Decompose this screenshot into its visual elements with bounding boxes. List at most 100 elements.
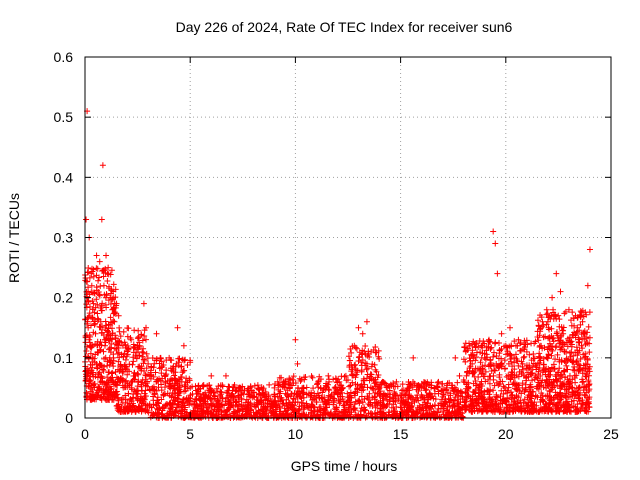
roti-point bbox=[167, 408, 174, 415]
roti-point bbox=[485, 338, 492, 345]
roti-point bbox=[96, 369, 103, 376]
roti-point bbox=[99, 162, 106, 169]
roti-point bbox=[363, 318, 370, 325]
roti-point bbox=[366, 373, 373, 380]
roti-point bbox=[115, 312, 122, 319]
roti-point bbox=[207, 410, 214, 417]
roti-point bbox=[104, 270, 111, 277]
roti-point bbox=[86, 303, 93, 310]
roti-point bbox=[466, 340, 473, 347]
roti-point bbox=[351, 342, 358, 349]
roti-point bbox=[100, 282, 107, 289]
roti-point bbox=[355, 358, 362, 365]
roti-point bbox=[521, 396, 528, 403]
roti-point bbox=[552, 373, 559, 380]
roti-point bbox=[102, 324, 109, 331]
roti-point bbox=[436, 414, 443, 421]
roti-point bbox=[573, 357, 580, 364]
roti-point bbox=[561, 348, 568, 355]
x-axis-ticks: 0 5 10 15 20 25 bbox=[81, 57, 619, 442]
roti-point bbox=[88, 367, 95, 374]
roti-point bbox=[507, 324, 514, 331]
roti-point bbox=[336, 400, 343, 407]
roti-point bbox=[527, 399, 534, 406]
roti-point bbox=[296, 388, 303, 395]
roti-point bbox=[359, 399, 366, 406]
roti-point bbox=[201, 400, 208, 407]
roti-point bbox=[577, 356, 584, 363]
roti-point bbox=[509, 369, 516, 376]
roti-point bbox=[535, 337, 542, 344]
roti-point bbox=[204, 395, 211, 402]
y-axis-label: ROTI / TECUs bbox=[6, 193, 22, 283]
roti-point bbox=[247, 400, 254, 407]
roti-point bbox=[326, 387, 333, 394]
roti-point bbox=[372, 404, 379, 411]
roti-point bbox=[547, 387, 554, 394]
roti-point bbox=[482, 368, 489, 375]
roti-point bbox=[555, 312, 562, 319]
roti-point bbox=[131, 370, 138, 377]
roti-point bbox=[534, 360, 541, 367]
roti-point bbox=[391, 390, 398, 397]
roti-point bbox=[103, 393, 110, 400]
roti-point bbox=[345, 353, 352, 360]
roti-point bbox=[110, 281, 117, 288]
roti-point bbox=[139, 337, 146, 344]
roti-point bbox=[96, 258, 103, 265]
roti-point bbox=[509, 408, 516, 415]
roti-point bbox=[294, 393, 301, 400]
roti-point bbox=[521, 341, 528, 348]
roti-point bbox=[177, 410, 184, 417]
roti-point bbox=[486, 391, 493, 398]
roti-point bbox=[91, 380, 98, 387]
roti-point bbox=[155, 384, 162, 391]
roti-point bbox=[122, 399, 129, 406]
roti-point bbox=[92, 340, 99, 347]
roti-point bbox=[317, 403, 324, 410]
roti-point bbox=[468, 398, 475, 405]
roti-point bbox=[573, 408, 580, 415]
roti-point bbox=[480, 373, 487, 380]
roti-point bbox=[132, 352, 139, 359]
roti-point bbox=[136, 339, 143, 346]
roti-point bbox=[323, 404, 330, 411]
roti-point bbox=[485, 336, 492, 343]
roti-point bbox=[334, 390, 341, 397]
roti-point bbox=[108, 267, 115, 274]
roti-point bbox=[285, 393, 292, 400]
roti-point bbox=[544, 310, 551, 317]
roti-point bbox=[180, 367, 187, 374]
roti-point bbox=[215, 397, 222, 404]
roti-point bbox=[381, 390, 388, 397]
roti-point bbox=[237, 384, 244, 391]
roti-point bbox=[548, 333, 555, 340]
roti-point bbox=[227, 414, 234, 421]
roti-point bbox=[464, 369, 471, 376]
roti-point bbox=[353, 413, 360, 420]
roti-point bbox=[547, 367, 554, 374]
roti-point bbox=[153, 414, 160, 421]
roti-point bbox=[99, 300, 106, 307]
roti-point bbox=[213, 401, 220, 408]
roti-point bbox=[574, 389, 581, 396]
roti-point bbox=[183, 409, 190, 416]
roti-point bbox=[156, 375, 163, 382]
roti-point bbox=[280, 378, 287, 385]
roti-point bbox=[553, 403, 560, 410]
roti-point bbox=[481, 354, 488, 361]
roti-point bbox=[105, 336, 112, 343]
roti-point bbox=[315, 392, 322, 399]
roti-point bbox=[115, 337, 122, 344]
roti-point bbox=[351, 390, 358, 397]
roti-point bbox=[578, 342, 585, 349]
roti-point bbox=[405, 381, 412, 388]
roti-point bbox=[346, 383, 353, 390]
roti-point bbox=[554, 402, 561, 409]
roti-point bbox=[546, 368, 553, 375]
roti-point bbox=[492, 339, 499, 346]
roti-point bbox=[95, 370, 102, 377]
roti-point bbox=[371, 400, 378, 407]
roti-point bbox=[325, 372, 332, 379]
roti-point bbox=[344, 377, 351, 384]
